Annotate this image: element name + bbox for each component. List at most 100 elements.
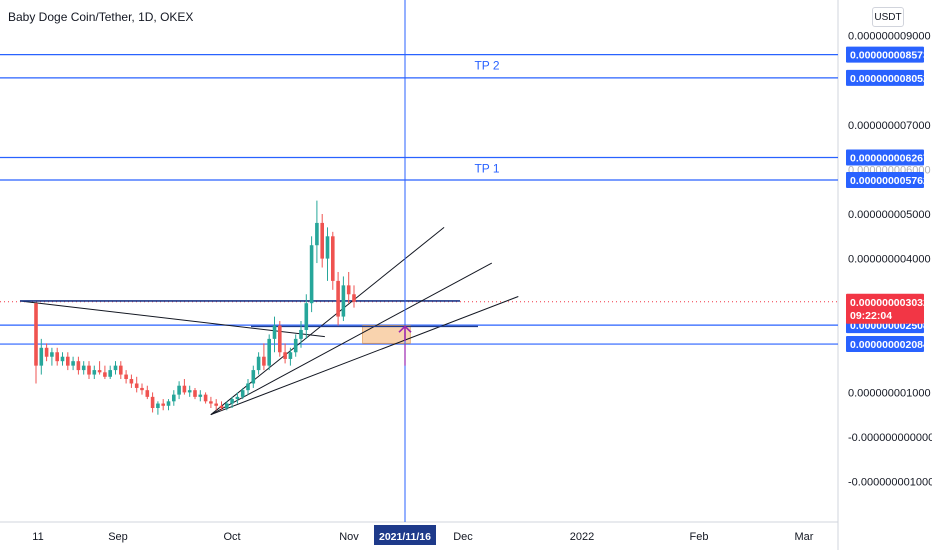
grid [0,0,839,550]
candle-body [198,394,203,397]
candle-body [209,401,213,404]
candle-body [50,352,54,357]
candle-body [352,294,356,302]
x-tick-label: Feb [690,531,709,543]
candles [34,200,356,415]
candle-body [304,303,309,330]
candle-body [309,245,314,304]
current-price-label: 0.000000003032 [850,297,929,309]
candle-body [119,365,123,375]
crosshair-date-label: 2021/11/16 [379,531,431,543]
candle-body [187,390,192,393]
candle-body [44,347,49,357]
current-price-tag [846,293,924,324]
level-price-label: 0.000000008052 [850,73,929,85]
candle-body [166,401,171,406]
candle-body [177,385,181,395]
candle-body [124,374,128,380]
x-tick-label: Nov [339,531,359,543]
candle-body [246,383,250,391]
candle-body [230,399,234,404]
candle-body [256,356,261,371]
crosshair-date-tag [374,525,436,545]
level-price-label: 0.000000005762 [850,175,929,187]
trendline [210,296,519,416]
y-tick-label: 0.000000004000 [848,254,931,266]
candle-body [39,347,44,366]
candle-body [156,403,160,409]
candle-body [182,385,187,393]
candle-body [92,370,97,375]
candle-body [331,236,335,281]
candle-body [267,338,271,366]
candle-body [55,352,59,362]
candle-body [172,394,176,402]
y-tick-label: 0.000000005000 [848,209,931,221]
candle-body [81,365,86,371]
level-lines: TP 2 TP 1 [0,54,838,345]
level-tag: TP 2 [474,59,499,73]
candle-body [225,403,229,409]
candle-body [66,356,70,366]
candle-body [272,325,277,339]
candle-body [320,222,324,259]
time-axis[interactable]: 11 Sep Oct Nov Dec 2022 Feb Mar 2021/11/16 [32,525,814,545]
entry-zone-box [362,325,411,344]
candle-body [60,356,65,362]
candle-body [134,383,139,388]
candle-body [346,285,351,295]
level-price-tag [846,336,924,353]
x-tick-label: 11 [32,531,43,543]
chart-title: Baby Doge Coin/Tether, 1D, OKEX [8,10,194,24]
y-tick-label: 0.000000009000 [848,31,931,43]
candle-body [235,396,240,400]
level-price-tag [846,172,924,189]
currency-button[interactable]: USDT [872,7,904,27]
entry-zone [362,325,411,344]
candle-body [262,356,266,366]
price-axis[interactable]: 0.000000009000 0.000000007000 0.0000000050… [846,31,932,489]
candle-body [34,303,38,366]
candle-body [283,352,287,359]
candle-body [278,325,282,353]
candle-body [129,379,134,384]
candle-body [140,387,144,391]
level-price-tag [846,69,924,86]
y-tick-label: -0.000000001000 [848,477,932,489]
x-tick-label: Dec [453,531,473,543]
candle-body [71,361,75,366]
trendline [210,262,493,416]
candle-body [315,222,319,246]
candle-body [219,405,224,409]
candle-body [76,361,81,371]
level-price-label: 0.000000008573 [850,50,929,62]
y-tick-label: 0.000000007000 [848,120,931,132]
candle-body [336,280,340,317]
candle-body [341,285,346,317]
candle-body [103,372,107,377]
x-tick-label: Oct [223,531,240,543]
candle-body [97,370,102,373]
candle-body [240,390,245,397]
x-tick-label: Sep [108,531,128,543]
y-tick-label: 0.000000001000 [848,387,931,399]
level-price-label: 0.000000006267 [850,152,929,164]
level-price-tag [846,149,924,166]
candle-body [325,236,330,259]
candle-body [113,365,118,371]
candle-body [145,390,150,397]
candle-body [251,370,256,384]
candle-body [203,394,208,402]
candle-body [150,396,155,409]
candle-body [108,370,112,377]
up-arrow-icon [398,325,412,342]
candle-body [293,338,298,353]
level-price-tag [846,46,924,63]
candle-body [193,390,197,397]
candle-body [288,352,293,359]
candle-body [214,403,218,406]
y-tick-label: -0.000000000000 [848,432,932,444]
countdown-label: 09:22:04 [850,310,892,322]
candle-body [87,365,91,375]
